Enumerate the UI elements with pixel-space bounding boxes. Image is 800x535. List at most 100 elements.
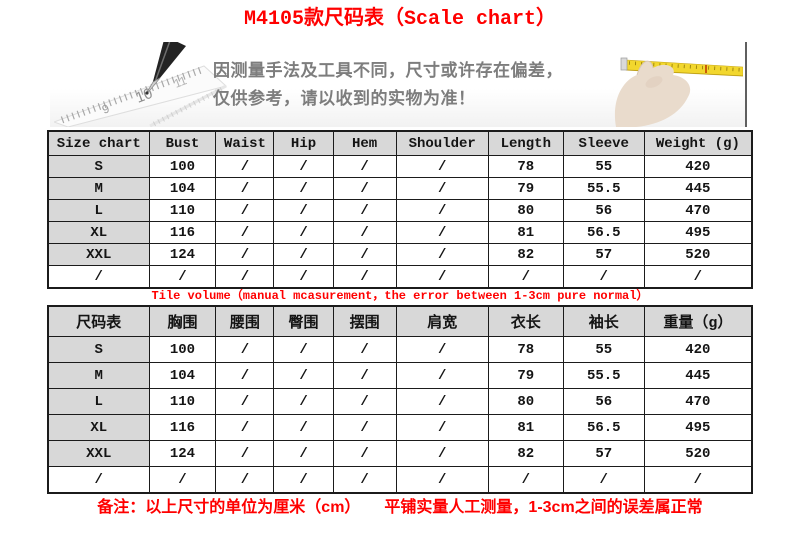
column-header: 腰围 — [215, 305, 275, 337]
table-cell: / — [332, 221, 397, 244]
table-cell: 445 — [643, 177, 753, 200]
table-cell: 78 — [487, 336, 564, 363]
ruler-number-9: 9 — [100, 101, 112, 117]
table-cell: / — [273, 265, 334, 289]
table-cell: 100 — [148, 155, 217, 178]
table-cell: / — [273, 221, 334, 244]
column-header: 胸围 — [148, 305, 217, 337]
table-cell: / — [332, 440, 397, 467]
table-cell: / — [273, 414, 334, 441]
table-cell: / — [487, 466, 564, 494]
table-cell: 420 — [643, 155, 753, 178]
column-header: Hip — [273, 130, 334, 156]
table-cell: / — [643, 466, 753, 494]
table-cell: / — [215, 155, 275, 178]
column-header: Size chart — [47, 130, 150, 156]
table-cell: 55.5 — [562, 177, 645, 200]
table-row: L 110// //80 56 470 — [47, 199, 753, 222]
table-cell: 56 — [562, 388, 645, 415]
table-cell: / — [215, 221, 275, 244]
table-cell: / — [643, 265, 753, 289]
table-cell: / — [148, 265, 217, 289]
table-cell: 116 — [148, 221, 217, 244]
table-cell: 82 — [487, 243, 564, 266]
table-cell: / — [395, 414, 489, 441]
column-header: Weight (g) — [643, 130, 753, 156]
column-header: Waist — [215, 130, 275, 156]
size-table-english: Size chart Bust Waist Hip Hem Shoulder Length S… — [47, 130, 753, 289]
table-cell: / — [332, 336, 397, 363]
row-header-cell: S — [47, 336, 150, 363]
row-header-cell: S — [47, 155, 150, 178]
column-header: Length — [487, 130, 564, 156]
hand-measuring-tape-icon — [614, 57, 743, 127]
table-row: L 110// //80 56 470 — [47, 388, 753, 415]
column-header: 摆围 — [332, 305, 397, 337]
table-cell: / — [273, 155, 334, 178]
table-cell: 55.5 — [562, 362, 645, 389]
table-row: XXL 124// //82 57 520 — [47, 243, 753, 266]
table-cell: 79 — [487, 177, 564, 200]
table-cell: / — [215, 362, 275, 389]
table-cell: 110 — [148, 199, 217, 222]
size-table-chinese: 尺码表 胸围 腰围 臀围 摆围 肩宽 衣长 袖长 重量（g） S 100// //78 55 420 M 1… — [47, 305, 753, 494]
table-header-row: 尺码表 胸围 腰围 臀围 摆围 肩宽 衣长 袖长 重量（g） — [47, 305, 753, 337]
table-cell: 81 — [487, 221, 564, 244]
table-cell: / — [395, 440, 489, 467]
table-cell: / — [215, 440, 275, 467]
table-cell: 56.5 — [562, 414, 645, 441]
table-cell: 420 — [643, 336, 753, 363]
table-cell: / — [395, 265, 489, 289]
table-cell: 55 — [562, 155, 645, 178]
table-cell: 520 — [643, 243, 753, 266]
table-cell: 110 — [148, 388, 217, 415]
table-cell: 445 — [643, 362, 753, 389]
table-cell: / — [395, 388, 489, 415]
table-cell: 79 — [487, 362, 564, 389]
table-cell: / — [332, 466, 397, 494]
table-cell: 57 — [562, 440, 645, 467]
table-cell: / — [215, 199, 275, 222]
table-cell: / — [562, 466, 645, 494]
table-cell: / — [273, 336, 334, 363]
column-header: Sleeve — [562, 130, 645, 156]
tape-clip — [620, 57, 628, 71]
table-row: S 100// //78 55 420 — [47, 336, 753, 363]
table-cell: 495 — [643, 221, 753, 244]
table-cell: / — [215, 265, 275, 289]
disclaimer-line-1: 因测量手法及工具不同，尺寸或许存在偏差， — [213, 61, 563, 80]
table-cell: / — [395, 243, 489, 266]
table-row: M 104// //79 55.5 445 — [47, 362, 753, 389]
table-cell: / — [273, 199, 334, 222]
table-cell: 124 — [148, 440, 217, 467]
table-cell: / — [332, 177, 397, 200]
row-header-cell: M — [47, 177, 150, 200]
measure-disclaimer-banner: 9 10 11 因测量手法及工具不同，尺寸或许存在偏差， 仅供参考，请以收到的实… — [50, 42, 747, 127]
table-cell: / — [332, 155, 397, 178]
table-cell: / — [215, 388, 275, 415]
table-row: XXL 124// //82 57 520 — [47, 440, 753, 467]
table-cell: / — [395, 336, 489, 363]
disclaimer-line-2: 仅供参考，请以收到的实物为准！ — [213, 89, 476, 108]
column-header: Hem — [332, 130, 397, 156]
table-cell: / — [332, 388, 397, 415]
table-row: S 100// //78 55 420 — [47, 155, 753, 178]
table-cell: / — [273, 466, 334, 494]
table-cell: / — [148, 466, 217, 494]
row-header-cell: XL — [47, 221, 150, 244]
table-cell: / — [332, 199, 397, 222]
row-header-cell: L — [47, 388, 150, 415]
row-header-cell: M — [47, 362, 150, 389]
table-cell: 55 — [562, 336, 645, 363]
table-cell: / — [215, 466, 275, 494]
table-cell: 81 — [487, 414, 564, 441]
row-header-cell: XXL — [47, 440, 150, 467]
column-header: 肩宽 — [395, 305, 489, 337]
table-header-row: Size chart Bust Waist Hip Hem Shoulder Length S… — [47, 130, 753, 156]
table-cell: 520 — [643, 440, 753, 467]
column-header: 尺码表 — [47, 305, 150, 337]
column-header: 臀围 — [273, 305, 334, 337]
table-cell: 56.5 — [562, 221, 645, 244]
ruler-number-11: 11 — [172, 73, 189, 91]
